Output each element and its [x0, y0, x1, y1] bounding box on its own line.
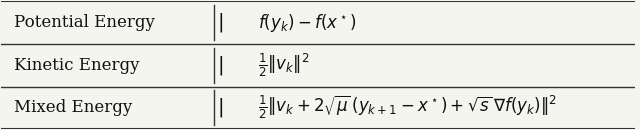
Text: Potential Energy: Potential Energy [14, 14, 155, 31]
Text: $|$: $|$ [217, 11, 223, 34]
Text: Mixed Energy: Mixed Energy [14, 99, 132, 116]
Text: $\frac{1}{2}\|v_k + 2\sqrt{\mu}\,(y_{k+1} - x^\star) + \sqrt{s}\,\nabla f(y_k)\|: $\frac{1}{2}\|v_k + 2\sqrt{\mu}\,(y_{k+1… [258, 94, 557, 121]
Text: $|$: $|$ [217, 54, 223, 77]
Text: $\frac{1}{2}\|v_k\|^2$: $\frac{1}{2}\|v_k\|^2$ [258, 52, 310, 79]
Text: $|$: $|$ [217, 96, 223, 119]
Text: $f(y_k) - f(x^\star)$: $f(y_k) - f(x^\star)$ [258, 12, 356, 34]
Text: Kinetic Energy: Kinetic Energy [14, 57, 140, 74]
